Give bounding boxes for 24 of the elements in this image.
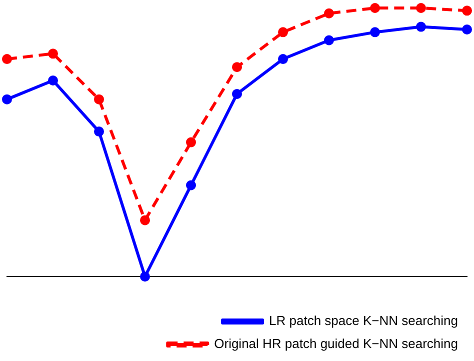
- point: [324, 35, 334, 46]
- point: [370, 3, 380, 13]
- point: [324, 8, 334, 18]
- point: [416, 22, 426, 32]
- point: [94, 126, 104, 137]
- point: [462, 6, 472, 16]
- point: [186, 180, 196, 190]
- point: [2, 94, 12, 104]
- point: [232, 88, 242, 99]
- point: [48, 76, 58, 86]
- point: [370, 27, 380, 38]
- point: [416, 3, 426, 13]
- point: [140, 215, 150, 226]
- point: [232, 62, 242, 72]
- point: [2, 54, 12, 64]
- point: [140, 272, 150, 282]
- point: [278, 27, 288, 38]
- point: [278, 54, 288, 64]
- legend-label: Original HR patch guided K−NN searching: [214, 336, 458, 352]
- point: [462, 24, 472, 34]
- point: [186, 137, 196, 148]
- point: [94, 94, 104, 104]
- point: [48, 48, 58, 59]
- legend-label: LR patch space K−NN searching: [269, 313, 458, 328]
